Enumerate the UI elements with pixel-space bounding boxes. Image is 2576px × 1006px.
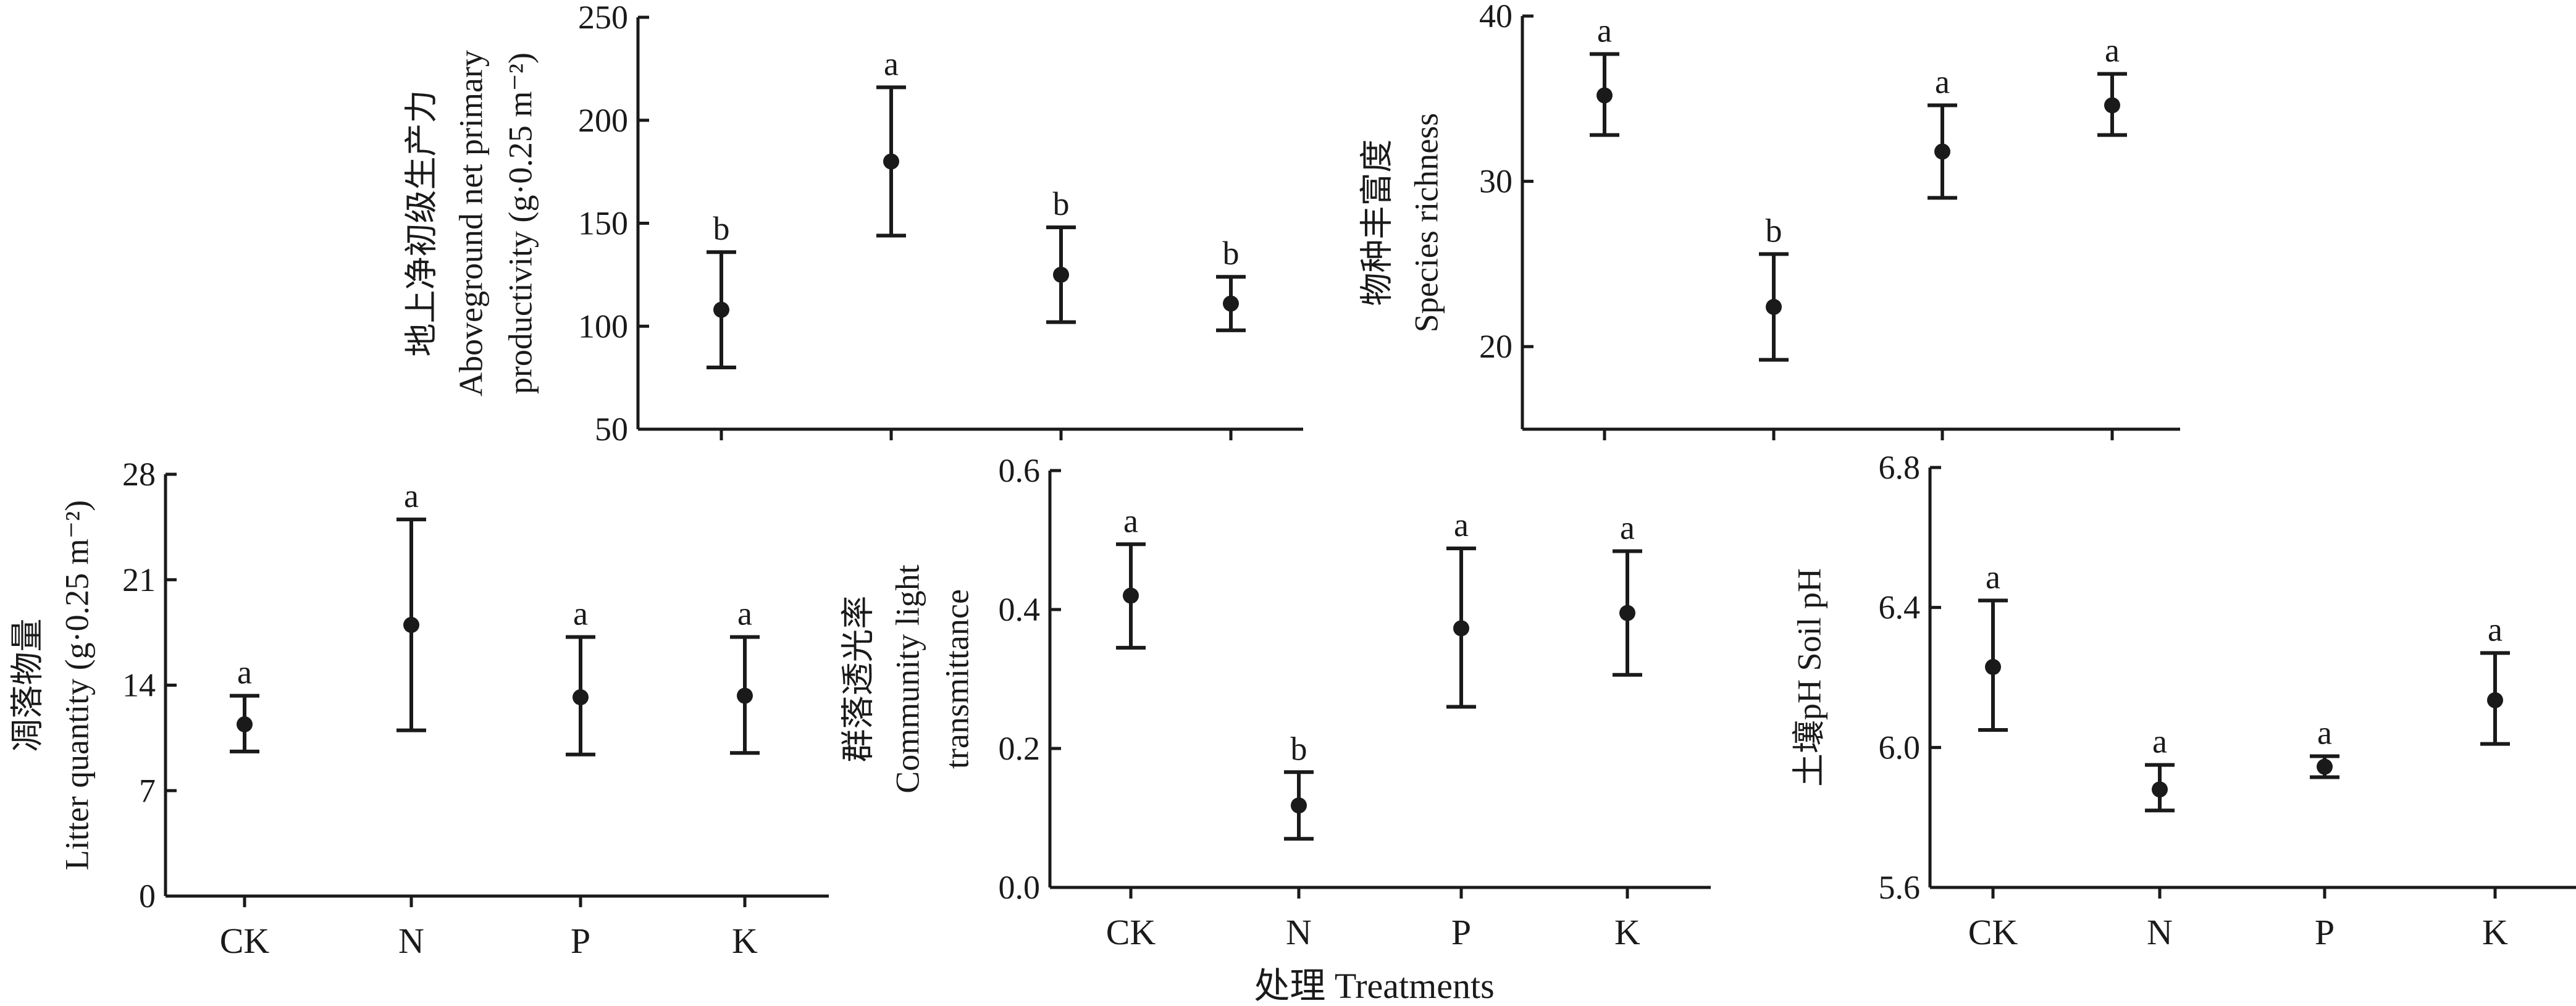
ph-data-point xyxy=(2317,758,2333,775)
light-significance-letter: b xyxy=(1291,730,1307,767)
litter-significance-letter: a xyxy=(404,477,419,514)
light-data-point xyxy=(1123,587,1139,604)
light-category-label: K xyxy=(1614,912,1640,952)
litter-y-axis-label: 凋落物量 xyxy=(9,619,46,752)
light-y-tick-label: 0.4 xyxy=(999,591,1041,628)
ph-y-axis-label: 土壤pH Soil pH xyxy=(1790,568,1827,787)
light-y-tick-label: 0.0 xyxy=(999,869,1041,906)
light-category-label: P xyxy=(1451,912,1471,952)
light-data-point xyxy=(1291,797,1307,814)
litter-data-point xyxy=(403,616,419,633)
anpp-y-axis-label: 地上净初级生产力 xyxy=(403,90,440,357)
litter-y-tick-label: 21 xyxy=(122,561,156,598)
light-category-label: CK xyxy=(1106,912,1156,952)
panel-species-richness: 20 30 40 a b a a 物种丰富度 Species richness xyxy=(1358,0,2180,440)
ph-y-tick-label: 5.6 xyxy=(1879,869,1921,906)
panel-soil-ph: 5.6 6.0 6.4 6.8 CK a Na Pa Ka 土壤pH Soil pH xyxy=(1790,449,2576,952)
anpp-y-axis-label: Aboveground net primary xyxy=(452,50,489,396)
litter-data-point xyxy=(573,689,589,706)
anpp-data-point xyxy=(1223,295,1239,312)
light-y-axis-label: transmittance xyxy=(938,589,975,769)
anpp-y-tick-label: 100 xyxy=(578,308,628,345)
anpp-y-tick-label: 50 xyxy=(595,411,628,448)
light-y-axis-label: 群落透光率 xyxy=(839,596,876,763)
richness-y-tick-label: 20 xyxy=(1479,328,1512,365)
richness-significance-letter: a xyxy=(1597,12,1612,49)
litter-category-label: K xyxy=(732,921,758,961)
anpp-y-axis-label: productivity (g·0.25 m⁻²) xyxy=(501,52,539,394)
anpp-y-tick-label: 150 xyxy=(578,205,628,242)
litter-y-tick-label: 28 xyxy=(122,456,156,493)
ph-y-tick-label: 6.4 xyxy=(1879,589,1921,626)
anpp-data-point xyxy=(713,301,729,318)
anpp-data-point xyxy=(1053,266,1069,283)
litter-significance-letter: a xyxy=(573,595,588,632)
litter-category-label: CK xyxy=(220,921,270,961)
panel-aboveground-productivity: 50 100 150 200 250 b a b b 地上净初级生产力 Aboveground ne… xyxy=(403,0,1303,448)
ph-y-tick-label: 6.0 xyxy=(1879,729,1921,766)
light-y-tick-label: 0.6 xyxy=(999,452,1041,489)
ph-significance-letter: a xyxy=(2152,723,2167,760)
ph-data-point xyxy=(1985,659,2001,675)
ph-category-label: CK xyxy=(1968,912,2018,952)
ph-category-label: N xyxy=(2147,912,2173,952)
anpp-significance-letter: b xyxy=(1223,235,1240,272)
litter-significance-letter: a xyxy=(737,595,752,632)
anpp-data-point xyxy=(883,153,899,170)
richness-significance-letter: a xyxy=(1935,64,1950,101)
litter-data-point xyxy=(237,716,253,732)
richness-significance-letter: b xyxy=(1766,212,1782,249)
light-y-tick-label: 0.2 xyxy=(999,730,1041,767)
litter-y-tick-label: 7 xyxy=(139,772,156,809)
richness-y-axis-label: 物种丰富度 xyxy=(1358,140,1395,306)
richness-y-tick-label: 30 xyxy=(1479,163,1512,200)
litter-y-tick-label: 0 xyxy=(139,878,156,915)
litter-y-tick-label: 14 xyxy=(122,667,156,704)
panel-litter-quantity: 0 7 14 21 28 CK a Na Pa Ka 凋落物量 Litter quantity (g·… xyxy=(9,456,829,961)
richness-data-point xyxy=(1934,143,1950,160)
panel-light-transmittance: 0.0 0.2 0.4 0.6 CK a Nb Pa Ka 群落透光率 Community ligh… xyxy=(839,452,1711,952)
richness-data-point xyxy=(2104,97,2120,114)
ph-significance-letter: a xyxy=(2317,715,2332,752)
richness-data-point xyxy=(1596,87,1613,104)
anpp-significance-letter: b xyxy=(1053,185,1070,222)
x-axis-title: 处理 Treatments xyxy=(1254,966,1494,1006)
light-category-label: N xyxy=(1286,912,1312,952)
ph-significance-letter: a xyxy=(2488,611,2503,648)
litter-significance-letter: a xyxy=(237,654,252,691)
anpp-y-tick-label: 250 xyxy=(578,0,628,36)
light-data-point xyxy=(1453,620,1469,637)
ph-data-point xyxy=(2487,692,2503,708)
richness-data-point xyxy=(1766,298,1782,315)
anpp-significance-letter: a xyxy=(884,45,899,82)
light-significance-letter: a xyxy=(1123,502,1138,539)
ph-significance-letter: a xyxy=(1986,558,2000,595)
richness-significance-letter: a xyxy=(2105,32,2120,69)
richness-y-tick-label: 40 xyxy=(1479,0,1512,35)
light-y-axis-label: Community light xyxy=(889,564,926,794)
litter-category-label: P xyxy=(571,921,590,961)
litter-y-axis-label: Litter quantity (g·0.25 m⁻²) xyxy=(58,500,95,871)
litter-category-label: N xyxy=(398,921,424,961)
litter-data-point xyxy=(737,687,753,704)
ph-category-label: P xyxy=(2315,912,2335,952)
light-data-point xyxy=(1619,605,1635,621)
ph-y-tick-label: 6.8 xyxy=(1879,449,1921,486)
richness-y-axis-label: Species richness xyxy=(1408,113,1445,332)
light-significance-letter: a xyxy=(1454,506,1469,543)
anpp-significance-letter: b xyxy=(713,210,730,247)
ph-data-point xyxy=(2152,781,2168,798)
light-significance-letter: a xyxy=(1620,509,1635,547)
anpp-y-tick-label: 200 xyxy=(578,102,628,139)
ph-category-label: K xyxy=(2482,912,2508,952)
